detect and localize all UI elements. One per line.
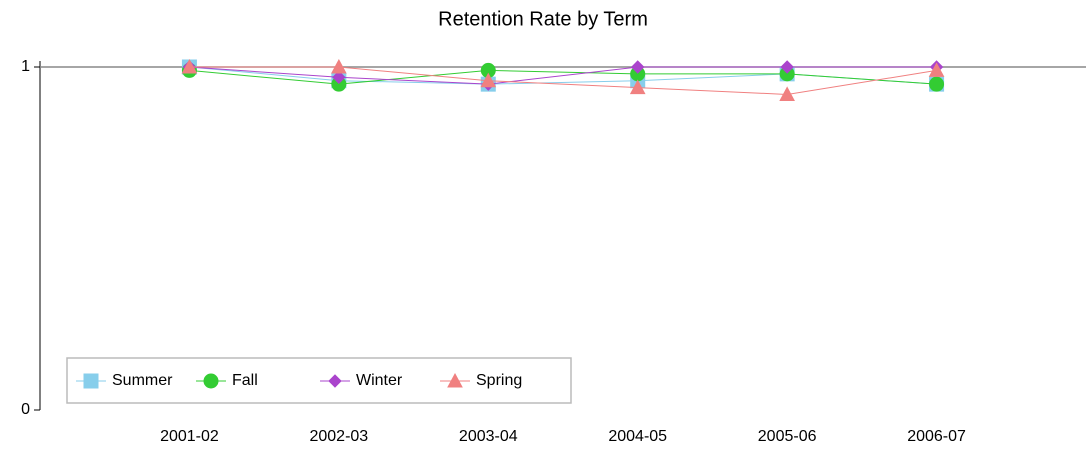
x-tick-label: 2002-03 — [309, 428, 368, 445]
y-tick-label: 1 — [21, 58, 30, 75]
point — [331, 58, 347, 74]
point — [929, 76, 945, 92]
point — [631, 60, 645, 74]
x-tick-label: 2003-04 — [459, 428, 518, 445]
legend-marker — [328, 374, 342, 388]
legend-label: Winter — [356, 372, 403, 389]
point — [779, 86, 795, 101]
x-tick-label: 2006-07 — [907, 428, 966, 445]
y-tick-label: 0 — [21, 401, 30, 418]
point — [181, 58, 198, 74]
legend-marker — [447, 372, 463, 388]
series-line — [189, 66, 937, 85]
legend-label: Fall — [232, 372, 258, 389]
series-line — [189, 66, 937, 95]
legend-marker — [83, 373, 99, 389]
legend-box — [66, 357, 572, 404]
x-tick-label: 2001-02 — [160, 428, 219, 445]
legend-label: Summer — [112, 372, 173, 389]
legend-marker — [203, 373, 219, 389]
x-tick-label: 2004-05 — [608, 428, 667, 445]
legend-label: Spring — [476, 372, 522, 389]
x-tick-label: 2005-06 — [758, 428, 817, 445]
point — [629, 79, 646, 95]
chart-title: Retention Rate by Term — [438, 8, 648, 30]
series-line — [189, 69, 937, 85]
point — [480, 72, 497, 88]
point — [780, 60, 794, 74]
point — [332, 70, 346, 84]
point — [928, 62, 945, 77]
